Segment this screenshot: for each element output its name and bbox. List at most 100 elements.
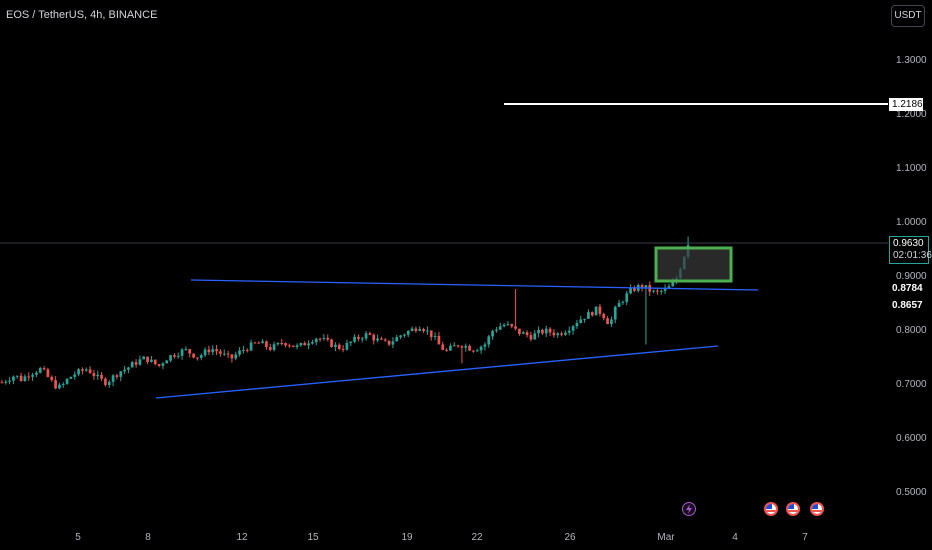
candle-body <box>376 338 379 341</box>
candle-body <box>617 302 621 307</box>
candle-body <box>169 355 172 361</box>
candle-body <box>337 344 341 349</box>
candle-body <box>594 306 598 316</box>
time-tick: 8 <box>145 532 151 543</box>
candle-body <box>142 356 146 360</box>
horizontal-level-label: 1.2186 <box>889 98 923 111</box>
candle-body <box>176 355 180 357</box>
candle-body <box>364 333 368 339</box>
candle-body <box>602 313 606 319</box>
candle-body <box>464 345 468 348</box>
candle-body <box>138 359 142 365</box>
candle-body <box>173 355 176 357</box>
candle-body <box>510 324 514 327</box>
candle-body <box>61 383 65 385</box>
candle-body <box>326 338 330 340</box>
candle-body <box>92 373 96 377</box>
price-tick: 1.3000 <box>896 55 927 66</box>
time-tick: 26 <box>564 532 576 543</box>
candle-body <box>671 282 675 287</box>
candle-body <box>104 378 107 385</box>
candle-body <box>544 328 548 334</box>
candle-body <box>502 324 506 327</box>
us-flag-icon[interactable] <box>764 502 778 516</box>
candle-body <box>261 341 264 344</box>
candle-body <box>119 371 123 377</box>
candle-body <box>23 376 27 382</box>
candle-body <box>395 337 399 342</box>
candle-body <box>84 369 88 371</box>
candle-body <box>203 349 207 356</box>
candle-body <box>272 344 276 350</box>
candle-body <box>196 357 199 359</box>
candle-body <box>518 328 521 334</box>
candle-body <box>629 288 632 294</box>
candle-body <box>153 359 157 365</box>
candle-body <box>483 344 487 347</box>
candle-body <box>625 293 629 302</box>
candle-body <box>399 335 402 338</box>
candle-body <box>372 334 376 341</box>
candle-body <box>537 329 540 334</box>
candle-body <box>357 336 360 339</box>
candle-body <box>123 369 126 372</box>
candle-body <box>583 318 586 320</box>
candle-body <box>644 285 648 288</box>
candle-body <box>50 376 54 381</box>
candle-body <box>587 312 590 319</box>
candle-body <box>449 345 452 351</box>
price-tick: 0.7000 <box>896 379 927 390</box>
candle-body <box>556 333 560 336</box>
lightning-icon[interactable] <box>682 502 696 516</box>
candle-body <box>157 364 161 366</box>
candle-body <box>150 359 153 362</box>
time-tick: 4 <box>732 532 738 543</box>
candle-body <box>345 342 349 350</box>
candle-body <box>656 290 659 292</box>
candle-body <box>525 332 529 336</box>
candle-body <box>606 318 609 325</box>
candle-body <box>238 350 241 355</box>
candle-body <box>433 335 437 337</box>
candle-body <box>437 335 441 345</box>
candle-body <box>441 344 445 350</box>
candle-body <box>295 345 299 347</box>
candle-body <box>77 369 80 375</box>
candle-body <box>115 375 119 377</box>
candle-body <box>498 326 502 330</box>
candle-body <box>180 349 184 356</box>
candle-body <box>12 376 15 381</box>
candle-body <box>207 349 211 353</box>
candle-body <box>88 369 92 374</box>
time-tick: 7 <box>802 532 808 543</box>
us-flag-icon[interactable] <box>786 502 800 516</box>
candle-body <box>111 375 115 382</box>
bar-countdown: 02:01:36 <box>893 250 932 261</box>
candle-body <box>479 346 483 351</box>
candle-body <box>391 341 395 345</box>
candle-body <box>575 323 579 327</box>
time-tick: 19 <box>401 532 413 543</box>
support-trendline <box>155 345 719 399</box>
time-tick: 12 <box>236 532 248 543</box>
candle-body <box>303 342 307 346</box>
price-tick: 0.6000 <box>896 433 927 444</box>
candle-body <box>429 330 433 337</box>
candle-body <box>475 350 479 352</box>
currency-button[interactable]: USDT <box>891 5 925 27</box>
candle-body <box>353 336 356 342</box>
candle-body <box>468 345 471 351</box>
candle-body <box>276 342 280 345</box>
candle-body <box>318 338 322 340</box>
candle-body <box>322 338 326 340</box>
candle-body <box>495 329 498 331</box>
candle-body <box>134 362 138 365</box>
candle-body <box>663 287 667 291</box>
candle-body <box>341 348 345 350</box>
candle-body <box>219 351 222 354</box>
symbol-title: EOS / TetherUS, 4h, BINANCE <box>6 9 158 21</box>
us-flag-icon[interactable] <box>810 502 824 516</box>
price-tick: 1.0000 <box>896 217 927 228</box>
candle-body <box>107 381 111 385</box>
